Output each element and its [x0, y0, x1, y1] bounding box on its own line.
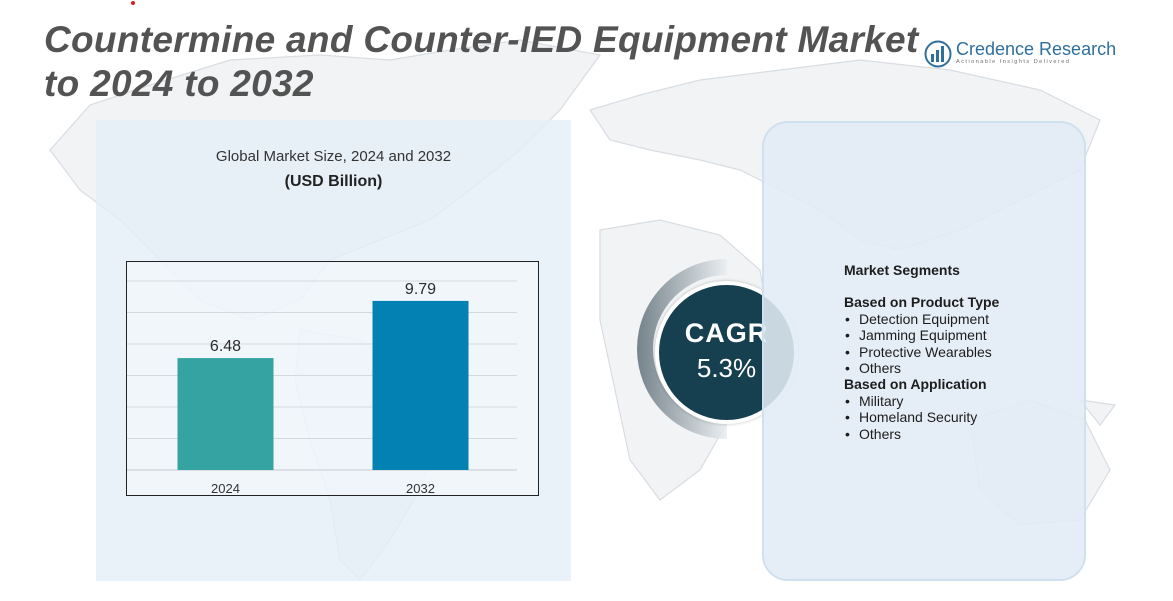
- segment-list-application: Military Homeland Security Others: [844, 393, 1074, 443]
- page-title: Countermine and Counter-IED Equipment Ma…: [44, 19, 919, 104]
- list-item: Detection Equipment: [844, 311, 1074, 328]
- chart-title: Global Market Size, 2024 and 2032: [215, 148, 452, 165]
- bar-2032: [372, 300, 469, 470]
- cagr-label: CAGR: [684, 318, 769, 348]
- cagr-ring-decoration: [637, 259, 727, 439]
- data-label-2024: 6.48: [210, 338, 241, 355]
- list-item: Military: [844, 393, 1074, 410]
- segment-group-title: Based on Application: [844, 376, 987, 393]
- list-item: Jamming Equipment: [844, 327, 1074, 344]
- bar-chart: 6.48 2024 9.79 2032: [126, 261, 539, 496]
- cagr-value: 5.3%: [696, 353, 757, 383]
- chart-panel: Global Market Size, 2024 and 2032 (USD B…: [96, 120, 571, 581]
- brand-logo[interactable]: Credence Research Actionable Insights De…: [924, 38, 1117, 72]
- x-tick-label-2032: 2032: [406, 481, 435, 496]
- list-item: Others: [844, 360, 1074, 377]
- bar-chart-svg: 6.48 2024 9.79 2032: [127, 280, 517, 496]
- bar-2024: [177, 358, 274, 470]
- market-segments: Market Segments Based on Product Type De…: [844, 262, 1074, 442]
- data-label-2032: 9.79: [405, 281, 436, 298]
- segment-group-title: Based on Product Type: [844, 294, 1000, 311]
- list-item: Protective Wearables: [844, 344, 1074, 361]
- marker-dot: [131, 1, 135, 5]
- bar-chart-globe-icon: [924, 40, 952, 68]
- segments-heading: Market Segments: [844, 262, 960, 278]
- list-item: Homeland Security: [844, 409, 1074, 426]
- brand-name: Credence Research: [956, 39, 1117, 59]
- chart-unit: (USD Billion): [284, 173, 383, 190]
- x-tick-label-2024: 2024: [211, 481, 240, 496]
- brand-tagline: Actionable Insights Delivered: [956, 59, 1071, 65]
- list-item: Others: [844, 426, 1074, 443]
- segment-list-product-type: Detection Equipment Jamming Equipment Pr…: [844, 311, 1074, 377]
